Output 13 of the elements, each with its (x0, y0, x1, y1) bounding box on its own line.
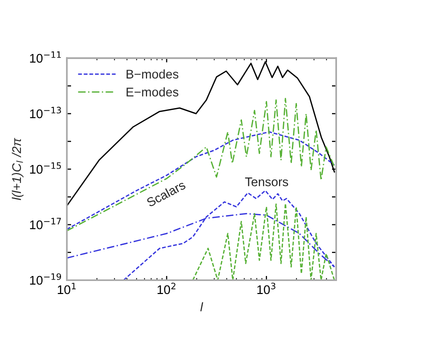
y-tick-label: 10$^{−17}$ (30, 218, 61, 230)
y-tick-label: 10$^{−19}$ (30, 273, 62, 285)
y-axis-title: l(l+1)C$_{l}$ /2π (12, 138, 24, 200)
x-axis-title: l (200, 302, 204, 312)
x-tick-label: 10$^{1}$ (58, 282, 76, 294)
y-tick-label: 10$^{−13}$ (30, 106, 61, 118)
x-tick-label: 10$^{2}$ (158, 282, 176, 294)
legend-label: E−modes (126, 87, 178, 96)
annotation: Tensors (245, 178, 288, 186)
legend-label: B−modes (126, 69, 178, 79)
y-tick-label: 10$^{−11}$ (30, 51, 61, 63)
x-tick-label: 10$^{3}$ (257, 282, 276, 294)
y-tick-label: 10$^{−15}$ (30, 162, 61, 174)
